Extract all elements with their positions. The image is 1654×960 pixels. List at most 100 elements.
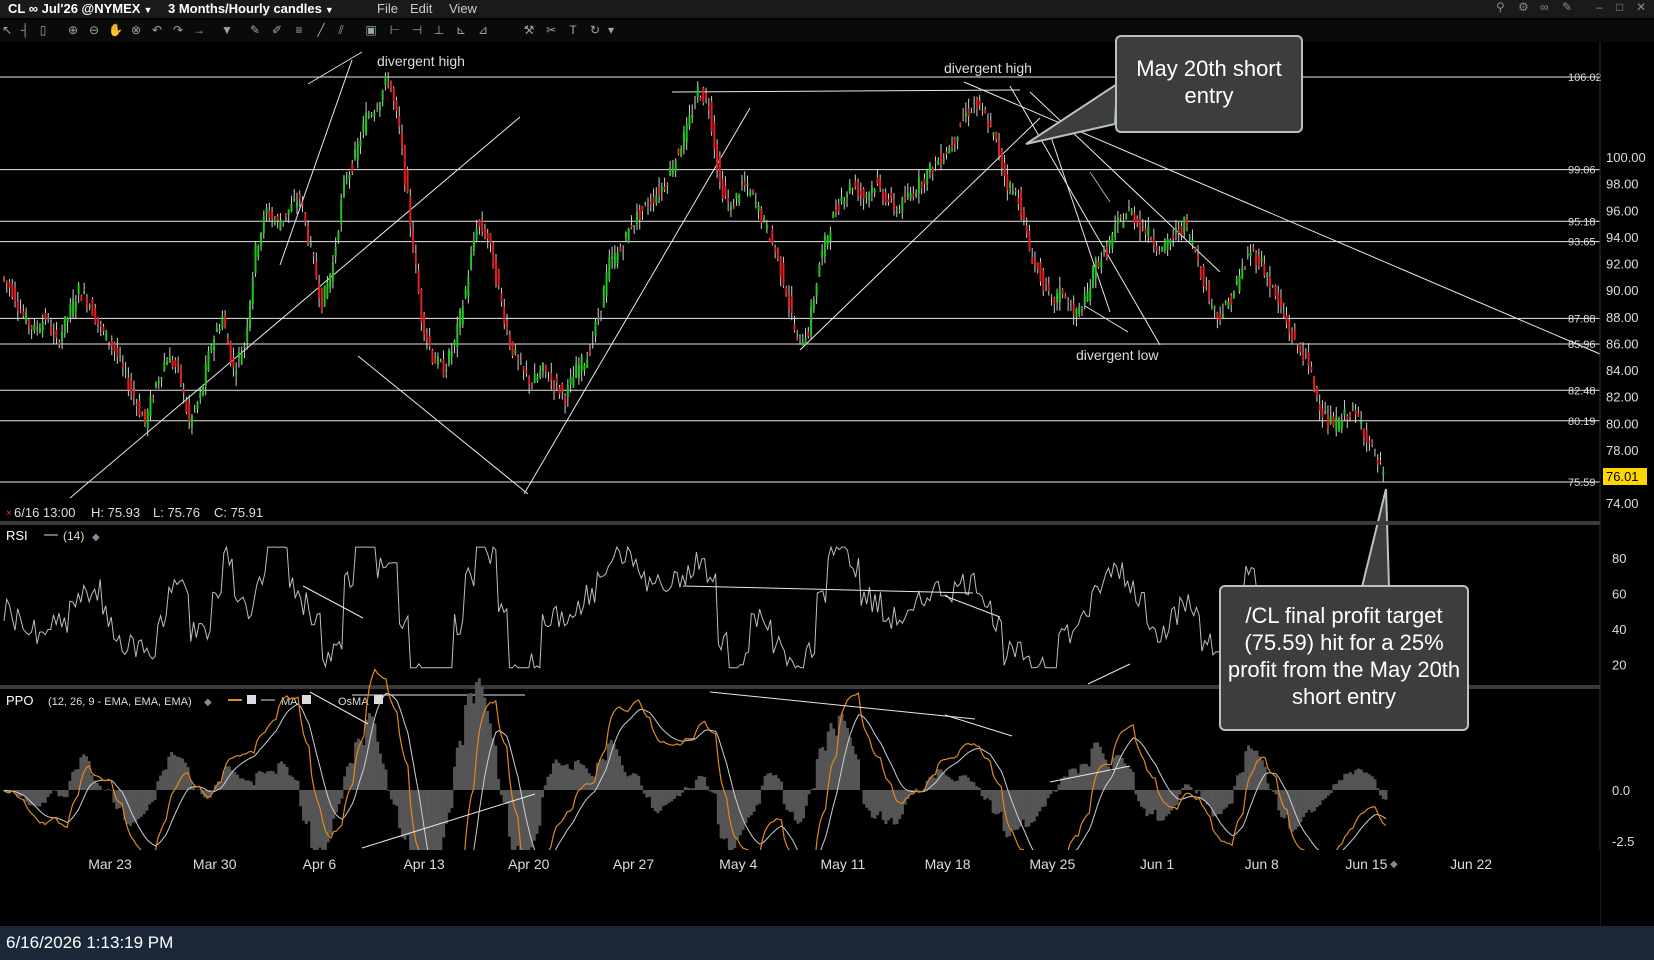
osma-bar [1117,755,1121,790]
candle-body [577,365,580,378]
candle-body [395,100,398,112]
close-icon[interactable]: × [6,508,12,519]
rsi-params: (14) [63,529,84,543]
candle-body [807,332,810,336]
gear-icon[interactable]: ⚙ [1518,0,1529,14]
measure-icon[interactable]: ⊥ [433,23,445,37]
osma-bar [678,790,682,797]
zoom-out-icon[interactable]: ⊖ [88,23,100,37]
maximize-icon[interactable]: □ [1616,0,1624,14]
measure-icon-2[interactable]: ⊾ [455,23,467,37]
symbol-selector[interactable]: CL ∞ Jul'26 @NYMEX ▼ [8,1,153,16]
fib-icon[interactable]: ▣ [365,23,377,37]
osma-bar [1236,775,1240,790]
measure-icon-3[interactable]: ⊿ [477,23,489,37]
checkbox-icon[interactable] [374,695,383,704]
candle-body [1299,343,1302,353]
ppo-title[interactable]: PPO [6,693,33,708]
link-icon[interactable]: ∞ [1540,0,1549,14]
indicator-icon[interactable]: ≡ [295,23,303,37]
candle-body [962,116,965,118]
candle-body [793,324,796,331]
refresh-icon[interactable]: ↻ [589,23,601,37]
draw-icon[interactable]: ✎ [249,23,261,37]
checkbox-icon[interactable] [302,695,311,704]
osma-bar [848,737,852,790]
forward-icon[interactable]: → [193,23,205,37]
candle-body [694,103,696,105]
chart-canvas[interactable]: divergent high divergent high divergent … [0,42,1654,926]
panel-divider[interactable] [0,685,1600,689]
candle-body [1197,254,1200,261]
panel-divider[interactable] [0,521,1600,525]
osma-bar [744,790,748,824]
osma-bar [186,767,190,790]
osma-bar [189,780,193,790]
osma-bar [65,790,69,797]
osma-bar [1071,768,1075,790]
checkbox-icon[interactable] [247,695,256,704]
osma-bar [172,754,176,790]
osma-bar [1038,790,1042,812]
bar-icon[interactable]: ┤ [20,23,30,37]
wand-icon[interactable]: ⚒ [523,23,535,37]
menu-view[interactable]: View [449,1,477,16]
candle-body [1227,301,1230,309]
tools-icon[interactable]: ✂ [545,23,557,37]
settings-icon[interactable]: ◆ [92,532,100,543]
osma-bar [1032,790,1036,822]
arrow-icon[interactable]: ↖ [1,23,13,37]
osma-bar [527,790,531,857]
crosshair-icon[interactable]: ⊗ [130,23,142,37]
menu-edit[interactable]: Edit [410,1,433,16]
channel-icon[interactable]: ⫽ [338,23,344,37]
undo-icon[interactable]: ↶ [151,23,163,37]
candle-body [572,376,575,388]
brush-icon[interactable]: ✐ [271,23,283,37]
chevron-down-icon[interactable]: ▾ [607,23,615,37]
osma-bar [1183,784,1187,790]
zoom-in-icon[interactable]: ⊕ [67,23,79,37]
candle-body [873,189,876,193]
osma-bar [521,790,525,872]
candle-icon[interactable]: ▯ [39,23,47,37]
candle-body [1045,280,1048,284]
osma-bar [615,749,619,790]
hand-icon[interactable]: ✋ [108,23,123,37]
osma-bar [703,777,707,790]
pitchfork-icon[interactable]: ⊣ [411,23,423,37]
redo-icon[interactable]: ↷ [172,23,184,37]
osma-bar [736,790,740,840]
level-label: 99.06 [1568,165,1596,177]
osma-bar [837,715,841,790]
search-icon[interactable]: ⚲ [1496,0,1505,14]
candle-body [1150,237,1153,240]
gann-icon[interactable]: ⊢ [389,23,401,37]
osma-bar [821,747,825,790]
pin-icon[interactable]: ✎ [1562,0,1573,14]
period-selector[interactable]: 3 Months/Hourly candles ▼ [168,1,334,16]
osma-bar [93,780,97,790]
osma-bar [716,790,720,825]
candle-body [1304,348,1307,350]
candle-body [658,187,661,196]
osma-bar [381,763,385,790]
candle-body [1191,239,1194,245]
osma-bar [991,790,995,814]
candle-body [41,321,44,331]
osma-bar [928,777,932,790]
rsi-title[interactable]: RSI [6,528,28,543]
scroll-marker-icon[interactable]: ◆ [1390,859,1398,870]
candle-body [945,151,948,155]
close-icon[interactable]: ✕ [1636,0,1647,14]
osma-bar [442,790,446,838]
menu-file[interactable]: File [377,1,398,16]
settings-icon[interactable]: ◆ [204,697,212,708]
candle-body [1232,292,1235,299]
text-icon[interactable]: T [569,23,577,37]
dropdown-icon[interactable]: ▼ [221,23,233,37]
candle-body [69,304,72,318]
minimize-icon[interactable]: – [1596,0,1603,14]
line-icon[interactable]: ╱ [317,23,325,37]
candle-body [1067,300,1070,302]
